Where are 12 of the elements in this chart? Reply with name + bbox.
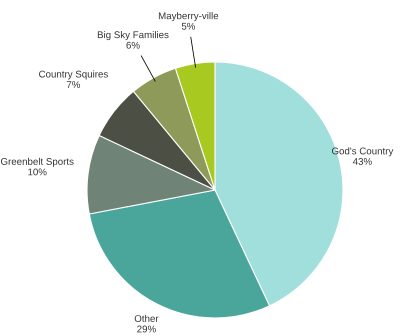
data-label: 7% <box>66 81 80 88</box>
data-label: 29% <box>137 326 156 332</box>
slice-label: Big Sky Families <box>98 31 169 40</box>
data-label: 5% <box>182 22 196 30</box>
data-label: 10% <box>28 168 47 176</box>
slice-label: Country Squires <box>39 70 108 80</box>
slice-label: Mayberry-ville <box>158 12 218 22</box>
slice-label: Greenbelt Sports <box>0 158 74 167</box>
slice-label: Other <box>134 314 158 322</box>
data-label: 6% <box>126 42 140 49</box>
data-label: 43% <box>352 158 372 165</box>
slice-label: God's Country <box>332 147 394 156</box>
